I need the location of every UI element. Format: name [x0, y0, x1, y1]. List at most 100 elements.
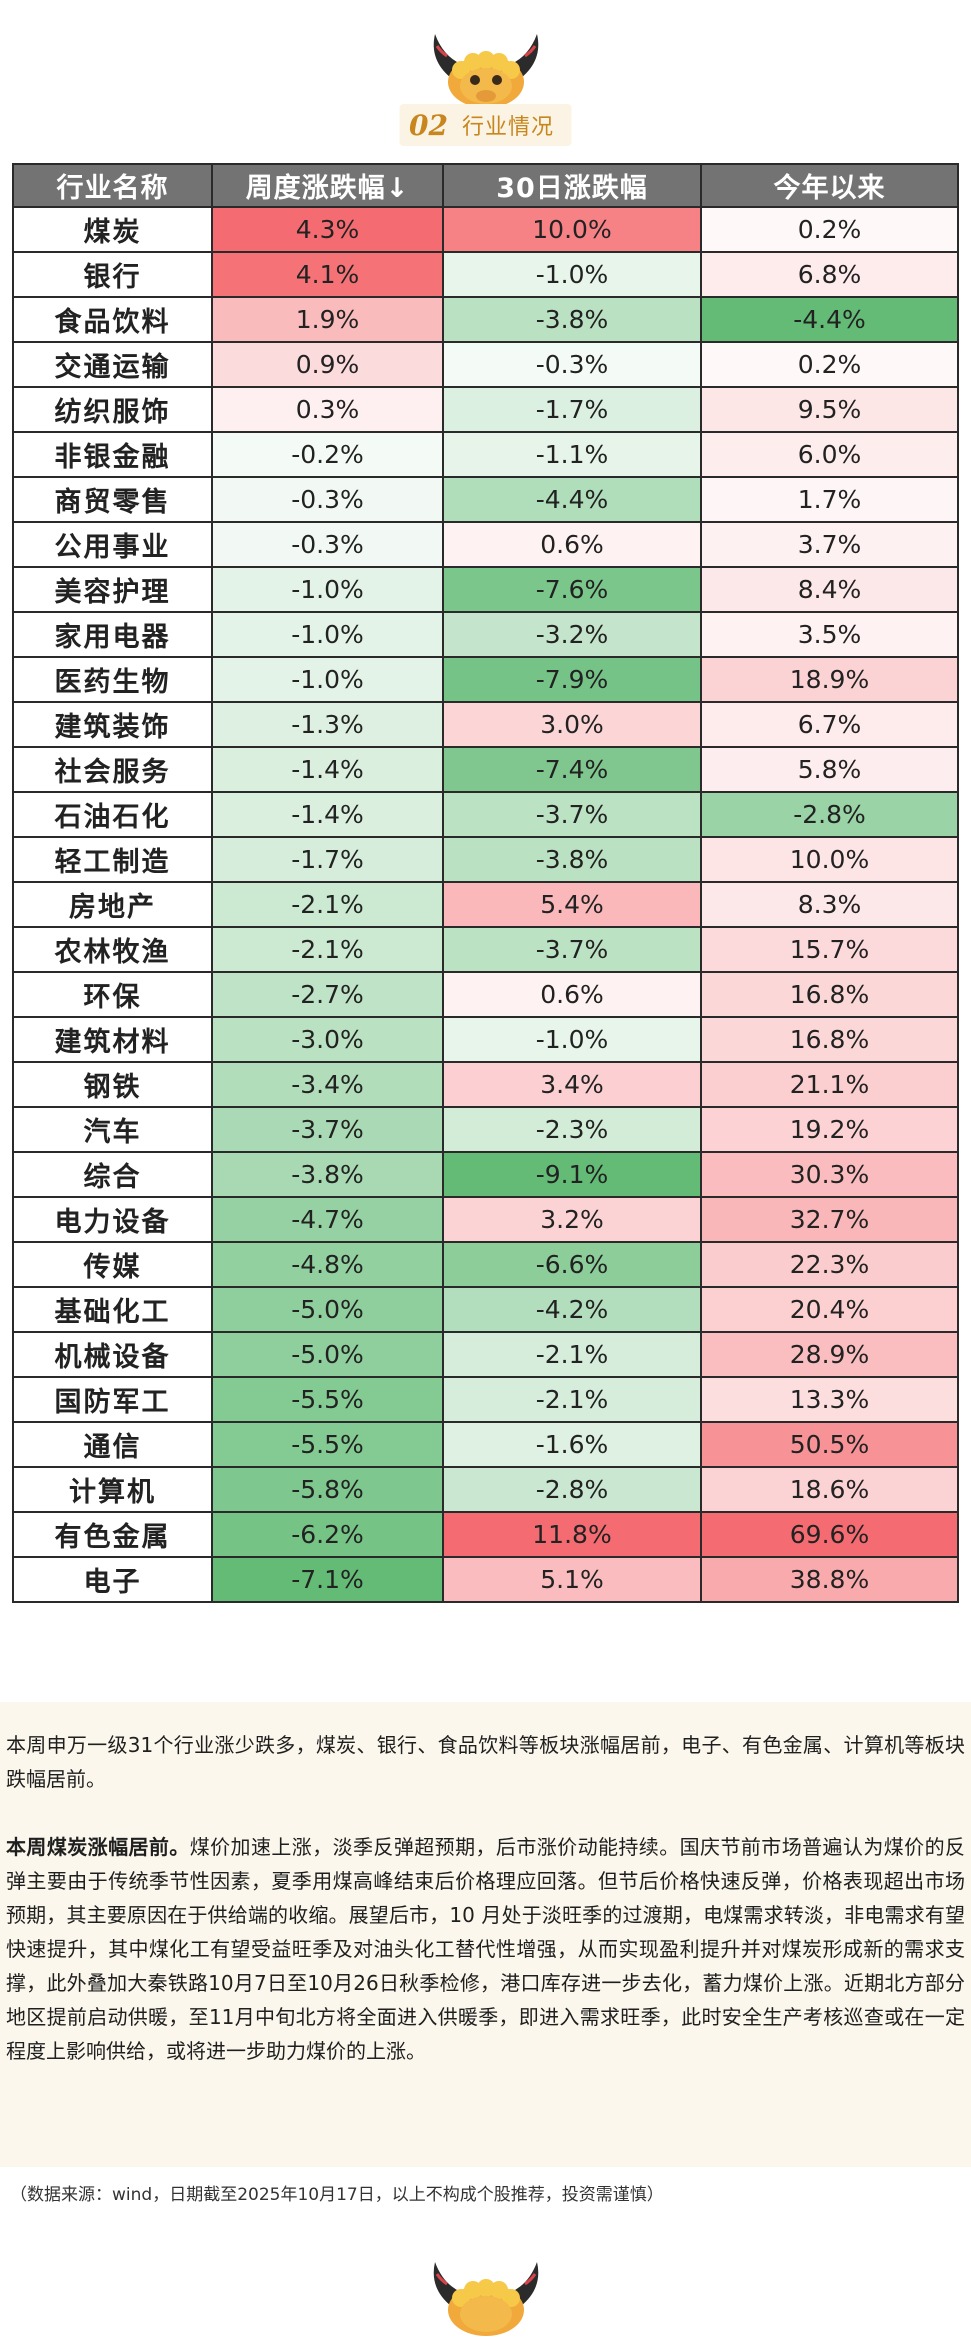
weekly-change-cell: -4.8% [211, 1241, 444, 1288]
ytd-change-cell: 0.2% [700, 206, 959, 253]
industry-name-cell: 汽车 [12, 1106, 213, 1153]
table-row: 石油石化 -1.4% -3.7% -2.8% [12, 791, 959, 838]
table-row: 公用事业 -0.3% 0.6% 3.7% [12, 521, 959, 568]
header-30day-change: 30日涨跌幅 [442, 163, 702, 208]
ytd-change-cell: 6.0% [700, 431, 959, 478]
industry-name-cell: 公用事业 [12, 521, 213, 568]
ytd-change-cell: 9.5% [700, 386, 959, 433]
table-row: 美容护理 -1.0% -7.6% 8.4% [12, 566, 959, 613]
ytd-change-cell: 3.5% [700, 611, 959, 658]
thirty-day-change-cell: 5.1% [442, 1556, 702, 1603]
table-row: 食品饮料 1.9% -3.8% -4.4% [12, 296, 959, 343]
table-row: 社会服务 -1.4% -7.4% 5.8% [12, 746, 959, 793]
thirty-day-change-cell: 3.0% [442, 701, 702, 748]
weekly-change-cell: -1.0% [211, 611, 444, 658]
industry-name-cell: 商贸零售 [12, 476, 213, 523]
thirty-day-change-cell: 3.2% [442, 1196, 702, 1243]
ytd-change-cell: 6.7% [700, 701, 959, 748]
weekly-change-cell: -1.7% [211, 836, 444, 883]
thirty-day-change-cell: -3.7% [442, 926, 702, 973]
industry-name-cell: 国防军工 [12, 1376, 213, 1423]
table-header-row: 行业名称 周度涨跌幅↓ 30日涨跌幅 今年以来 [12, 163, 959, 208]
summary-paragraph-2: 本周煤炭涨幅居前。煤价加速上涨，淡季反弹超预期，后市涨价动能持续。国庆节前市场普… [6, 1830, 965, 2068]
thirty-day-change-cell: -1.0% [442, 251, 702, 298]
table-row: 通信 -5.5% -1.6% 50.5% [12, 1421, 959, 1468]
thirty-day-change-cell: -3.7% [442, 791, 702, 838]
thirty-day-change-cell: 3.4% [442, 1061, 702, 1108]
weekly-change-cell: -1.3% [211, 701, 444, 748]
thirty-day-change-cell: 0.6% [442, 521, 702, 568]
table-row: 环保 -2.7% 0.6% 16.8% [12, 971, 959, 1018]
weekly-change-cell: -4.7% [211, 1196, 444, 1243]
table-row: 机械设备 -5.0% -2.1% 28.9% [12, 1331, 959, 1378]
table-row: 煤炭 4.3% 10.0% 0.2% [12, 206, 959, 253]
table-row: 计算机 -5.8% -2.8% 18.6% [12, 1466, 959, 1513]
thirty-day-change-cell: -4.2% [442, 1286, 702, 1333]
table-row: 商贸零售 -0.3% -4.4% 1.7% [12, 476, 959, 523]
ytd-change-cell: 16.8% [700, 971, 959, 1018]
industry-name-cell: 非银金融 [12, 431, 213, 478]
thirty-day-change-cell: -1.1% [442, 431, 702, 478]
weekly-change-cell: -2.1% [211, 881, 444, 928]
industry-name-cell: 计算机 [12, 1466, 213, 1513]
industry-name-cell: 医药生物 [12, 656, 213, 703]
weekly-change-cell: -5.8% [211, 1466, 444, 1513]
table-row: 建筑装饰 -1.3% 3.0% 6.7% [12, 701, 959, 748]
thirty-day-change-cell: -9.1% [442, 1151, 702, 1198]
weekly-change-cell: -3.4% [211, 1061, 444, 1108]
thirty-day-change-cell: 5.4% [442, 881, 702, 928]
ytd-change-cell: 13.3% [700, 1376, 959, 1423]
industry-performance-table: 行业名称 周度涨跌幅↓ 30日涨跌幅 今年以来 煤炭 4.3% 10.0% 0.2% 银… [12, 163, 959, 1603]
ytd-change-cell: 19.2% [700, 1106, 959, 1153]
table-row: 非银金融 -0.2% -1.1% 6.0% [12, 431, 959, 478]
ytd-change-cell: 5.8% [700, 746, 959, 793]
weekly-change-cell: 4.1% [211, 251, 444, 298]
thirty-day-change-cell: -4.4% [442, 476, 702, 523]
weekly-change-cell: 0.3% [211, 386, 444, 433]
industry-name-cell: 煤炭 [12, 206, 213, 253]
weekly-change-cell: -1.4% [211, 746, 444, 793]
weekly-change-cell: -5.0% [211, 1286, 444, 1333]
weekly-change-cell: -0.3% [211, 476, 444, 523]
industry-name-cell: 房地产 [12, 881, 213, 928]
thirty-day-change-cell: -7.9% [442, 656, 702, 703]
summary-lead: 本周煤炭涨幅居前。 [6, 1835, 190, 1859]
weekly-change-cell: 4.3% [211, 206, 444, 253]
thirty-day-change-cell: -0.3% [442, 341, 702, 388]
summary-body: 煤价加速上涨，淡季反弹超预期，后市涨价动能持续。国庆节前市场普遍认为煤价的反弹主… [6, 1835, 966, 2063]
industry-name-cell: 综合 [12, 1151, 213, 1198]
ytd-change-cell: -4.4% [700, 296, 959, 343]
ytd-change-cell: 30.3% [700, 1151, 959, 1198]
table-row: 农林牧渔 -2.1% -3.7% 15.7% [12, 926, 959, 973]
table-row: 电子 -7.1% 5.1% 38.8% [12, 1556, 959, 1603]
thirty-day-change-cell: -1.7% [442, 386, 702, 433]
header-industry-name: 行业名称 [12, 163, 213, 208]
weekly-change-cell: -0.3% [211, 521, 444, 568]
header-weekly-change[interactable]: 周度涨跌幅↓ [211, 163, 444, 208]
ytd-change-cell: 20.4% [700, 1286, 959, 1333]
table-row: 汽车 -3.7% -2.3% 19.2% [12, 1106, 959, 1153]
weekly-change-cell: -3.8% [211, 1151, 444, 1198]
ytd-change-cell: 38.8% [700, 1556, 959, 1603]
thirty-day-change-cell: 10.0% [442, 206, 702, 253]
weekly-change-cell: -1.4% [211, 791, 444, 838]
bull-head-icon [433, 2262, 538, 2336]
thirty-day-change-cell: -6.6% [442, 1241, 702, 1288]
summary-panel: 本周申万一级31个行业涨少跌多，煤炭、银行、食品饮料等板块涨幅居前，电子、有色金… [0, 1702, 971, 2167]
ytd-change-cell: 18.6% [700, 1466, 959, 1513]
industry-name-cell: 建筑材料 [12, 1016, 213, 1063]
weekly-change-cell: -3.0% [211, 1016, 444, 1063]
industry-name-cell: 传媒 [12, 1241, 213, 1288]
table-row: 房地产 -2.1% 5.4% 8.3% [12, 881, 959, 928]
table-row: 综合 -3.8% -9.1% 30.3% [12, 1151, 959, 1198]
industry-name-cell: 通信 [12, 1421, 213, 1468]
thirty-day-change-cell: -1.0% [442, 1016, 702, 1063]
thirty-day-change-cell: -3.8% [442, 836, 702, 883]
table-row: 轻工制造 -1.7% -3.8% 10.0% [12, 836, 959, 883]
section-number: 02 [409, 108, 448, 142]
table-row: 家用电器 -1.0% -3.2% 3.5% [12, 611, 959, 658]
ytd-change-cell: 50.5% [700, 1421, 959, 1468]
table-row: 有色金属 -6.2% 11.8% 69.6% [12, 1511, 959, 1558]
thirty-day-change-cell: -7.4% [442, 746, 702, 793]
thirty-day-change-cell: 11.8% [442, 1511, 702, 1558]
